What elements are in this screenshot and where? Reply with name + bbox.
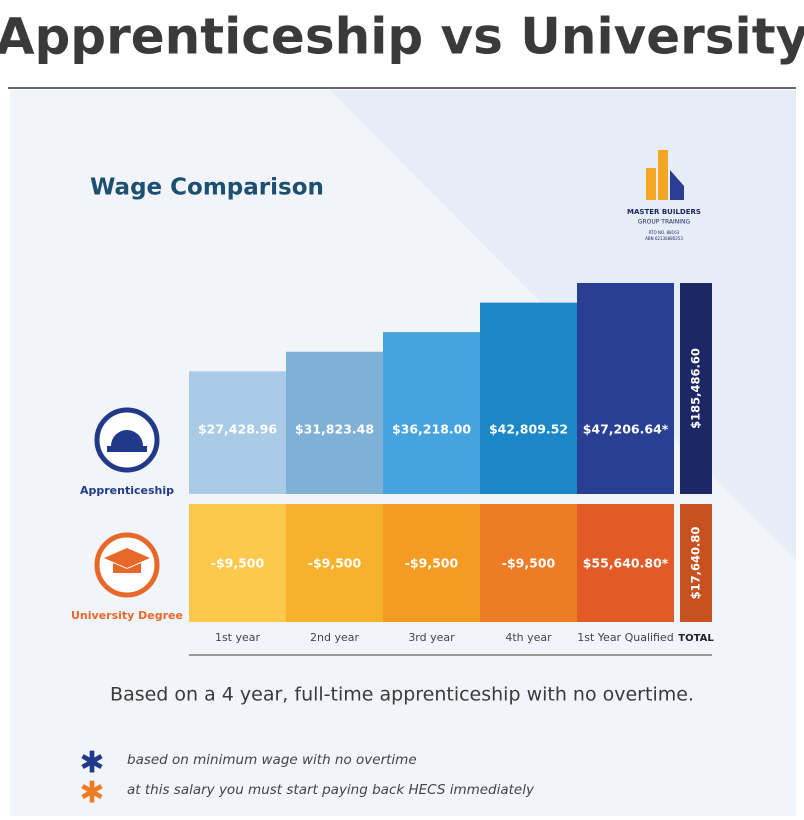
bar	[480, 504, 577, 622]
footnote-icon: ✱	[79, 776, 104, 811]
total-label: $185,486.60	[689, 348, 703, 429]
value-label: $27,428.96	[198, 422, 277, 437]
bar	[286, 351, 383, 494]
value-label: -$9,500	[211, 556, 265, 571]
bar	[480, 302, 577, 494]
total-bar	[680, 283, 712, 494]
x-tick-label: 1st Year Qualified	[577, 631, 674, 644]
value-label: -$9,500	[308, 556, 362, 571]
bar	[189, 371, 286, 494]
footnote-icon: ✱	[79, 746, 104, 781]
value-label: $31,823.48	[295, 422, 374, 437]
total-bar	[680, 504, 712, 622]
series-name: Apprenticeship	[80, 484, 174, 497]
x-tick-label: 1st year	[215, 631, 261, 644]
value-label: $55,640.80*	[583, 556, 669, 571]
x-tick-label: 4th year	[505, 631, 552, 644]
bar	[383, 504, 480, 622]
chart-title: Wage Comparison	[90, 175, 324, 201]
bar	[577, 282, 674, 494]
value-label: -$9,500	[502, 556, 556, 571]
cap-icon	[104, 548, 150, 573]
helmet-icon	[107, 430, 147, 452]
footnote: at this salary you must start paying bac…	[127, 782, 535, 798]
bar	[577, 504, 674, 622]
series-name: University Degree	[71, 609, 183, 622]
logo-sub: GROUP TRAINING	[638, 219, 691, 226]
x-tick-label: 2nd year	[310, 631, 359, 644]
logo-rto: RTO NO. 88163	[649, 230, 680, 235]
total-header: TOTAL	[678, 633, 714, 644]
total-label: $17,640.80	[689, 527, 703, 600]
logo-abn: ABN 62130880253	[645, 236, 683, 241]
bar	[286, 504, 383, 622]
value-label: $42,809.52	[489, 422, 568, 437]
footnote: based on minimum wage with no overtime	[127, 752, 417, 768]
logo-name: MASTER BUILDERS	[627, 208, 701, 216]
logo: MASTER BUILDERS GROUP TRAINING RTO NO. 8…	[627, 150, 701, 241]
note: Based on a 4 year, full-time apprentices…	[110, 684, 694, 706]
value-label: $36,218.00	[392, 422, 471, 437]
value-label: -$9,500	[405, 556, 459, 571]
x-tick-label: 3rd year	[408, 631, 455, 644]
value-label: $47,206.64*	[583, 422, 669, 437]
page-title: Apprenticeship vs University	[0, 8, 804, 66]
bar	[383, 332, 480, 494]
bar	[189, 504, 286, 622]
